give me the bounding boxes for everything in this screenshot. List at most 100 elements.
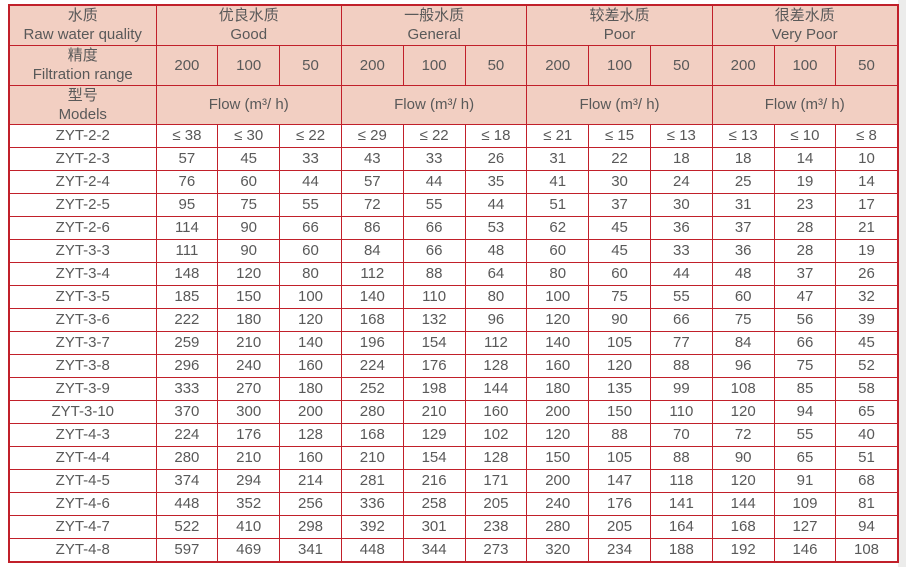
flow-value-cell: 90 <box>588 307 651 332</box>
flow-value-cell: 55 <box>402 192 466 217</box>
flow-value-cell: 240 <box>526 491 590 516</box>
flow-value-cell: 66 <box>279 215 342 240</box>
flow-value-cell: 259 <box>155 330 219 355</box>
flow-value-cell: 47 <box>773 284 837 309</box>
flow-value-cell: 111 <box>155 238 219 263</box>
flow-value-cell: 105 <box>588 445 651 470</box>
flow-value-cell: 180 <box>217 307 281 332</box>
flow-value-cell: 120 <box>526 422 590 447</box>
flow-value-cell: 21 <box>835 215 899 240</box>
flow-value-cell: 55 <box>773 422 837 447</box>
flow-value-cell: 37 <box>711 215 775 240</box>
filtration-value-cell: 200 <box>340 44 404 86</box>
model-cell: ZYT-4-8 <box>8 537 157 562</box>
flow-value-cell: 185 <box>155 284 219 309</box>
flow-value-cell: ≤ 8 <box>835 123 899 148</box>
table-row: ZYT-3-8 296 240 160 224 176 128 160 120 88 96 75 52 <box>8 353 899 378</box>
flow-value-cell: 144 <box>464 376 528 401</box>
flow-value-cell: 68 <box>835 468 899 493</box>
flow-value-cell: 53 <box>464 215 528 240</box>
flow-value-cell: 45 <box>588 215 651 240</box>
flow-value-cell: 146 <box>773 537 837 562</box>
flow-value-cell: 33 <box>402 146 466 171</box>
table-row: ZYT-4-6 448 352 256 336 258 205 240 176 141 144 109… <box>8 491 899 516</box>
flow-value-cell: 238 <box>464 514 528 539</box>
flow-value-cell: 280 <box>155 445 219 470</box>
flow-value-cell: 62 <box>526 215 590 240</box>
flow-value-cell: 60 <box>526 238 590 263</box>
flow-value-cell: 96 <box>464 307 528 332</box>
flow-value-cell: 66 <box>402 215 466 240</box>
flow-value-cell: ≤ 22 <box>279 123 342 148</box>
quality-very-poor-en: Very Poor <box>771 26 838 44</box>
flow-value-cell: 341 <box>279 537 342 562</box>
models-label-zh: 型号 <box>67 86 98 104</box>
flow-value-cell: 210 <box>217 445 281 470</box>
page-right-gutter <box>898 0 906 567</box>
flow-value-cell: 129 <box>402 422 466 447</box>
model-cell: ZYT-2-2 <box>8 123 157 148</box>
model-cell: ZYT-3-3 <box>8 238 157 263</box>
flow-value-cell: 36 <box>649 215 713 240</box>
model-cell: ZYT-4-7 <box>8 514 157 539</box>
flow-value-cell: 522 <box>155 514 219 539</box>
flow-value-cell: 108 <box>835 537 899 562</box>
models-label-cell: 型号 Models <box>8 84 157 125</box>
flow-value-cell: 22 <box>588 146 651 171</box>
filtration-value-cell: 50 <box>464 44 528 86</box>
flow-value-cell: 45 <box>217 146 281 171</box>
flow-unit-cell: Flow (m³/ h) <box>526 84 713 125</box>
quality-group-very-poor: 很差水质 Very Poor <box>711 4 899 46</box>
flow-value-cell: 210 <box>217 330 281 355</box>
model-cell: ZYT-3-6 <box>8 307 157 332</box>
quality-general-zh: 一般水质 <box>404 7 465 25</box>
header-row-filtration: 精度 Filtration range 200 100 50 200 100 5… <box>8 44 899 86</box>
flow-value-cell: 28 <box>773 238 837 263</box>
flow-value-cell: 45 <box>835 330 899 355</box>
flow-value-cell: 72 <box>711 422 775 447</box>
flow-value-cell: 55 <box>649 284 713 309</box>
flow-value-cell: 70 <box>649 422 713 447</box>
flow-value-cell: 109 <box>773 491 837 516</box>
flow-value-cell: ≤ 21 <box>526 123 590 148</box>
table-header: 水质 Raw water quality 优良水质 Good 一般水质 Gene… <box>8 4 899 125</box>
flow-value-cell: 58 <box>835 376 899 401</box>
flow-value-cell: 150 <box>526 445 590 470</box>
flow-value-cell: 147 <box>588 468 651 493</box>
flow-value-cell: 176 <box>402 353 466 378</box>
flow-value-cell: 205 <box>464 491 528 516</box>
table-row: ZYT-2-6 114 90 66 86 66 53 62 45 36 37 28 21 <box>8 215 899 240</box>
flow-value-cell: 168 <box>711 514 775 539</box>
table-row: ZYT-3-5 185 150 100 140 110 80 100 75 55 60 47 32 <box>8 284 899 309</box>
flow-value-cell: 90 <box>711 445 775 470</box>
flow-value-cell: 224 <box>155 422 219 447</box>
flow-value-cell: 91 <box>773 468 837 493</box>
flow-value-cell: 60 <box>217 169 281 194</box>
flow-value-cell: 108 <box>711 376 775 401</box>
flow-value-cell: 65 <box>773 445 837 470</box>
model-cell: ZYT-2-3 <box>8 146 157 171</box>
flow-value-cell: 110 <box>649 399 713 424</box>
flow-value-cell: 200 <box>526 399 590 424</box>
flow-value-cell: 51 <box>526 192 590 217</box>
flow-value-cell: 48 <box>464 238 528 263</box>
flow-value-cell: 96 <box>711 353 775 378</box>
flow-value-cell: 44 <box>279 169 342 194</box>
flow-value-cell: 160 <box>279 445 342 470</box>
flow-value-cell: 120 <box>279 307 342 332</box>
flow-value-cell: 80 <box>464 284 528 309</box>
model-cell: ZYT-4-6 <box>8 491 157 516</box>
quality-group-good: 优良水质 Good <box>155 4 342 46</box>
flow-value-cell: 320 <box>526 537 590 562</box>
flow-value-cell: 234 <box>588 537 651 562</box>
flow-value-cell: 75 <box>588 284 651 309</box>
flow-value-cell: ≤ 10 <box>773 123 837 148</box>
filtration-value-cell: 50 <box>279 44 342 86</box>
flow-value-cell: 84 <box>340 238 404 263</box>
flow-value-cell: ≤ 22 <box>402 123 466 148</box>
model-cell: ZYT-3-9 <box>8 376 157 401</box>
flow-value-cell: 188 <box>649 537 713 562</box>
flow-value-cell: 200 <box>526 468 590 493</box>
flow-value-cell: 30 <box>588 169 651 194</box>
